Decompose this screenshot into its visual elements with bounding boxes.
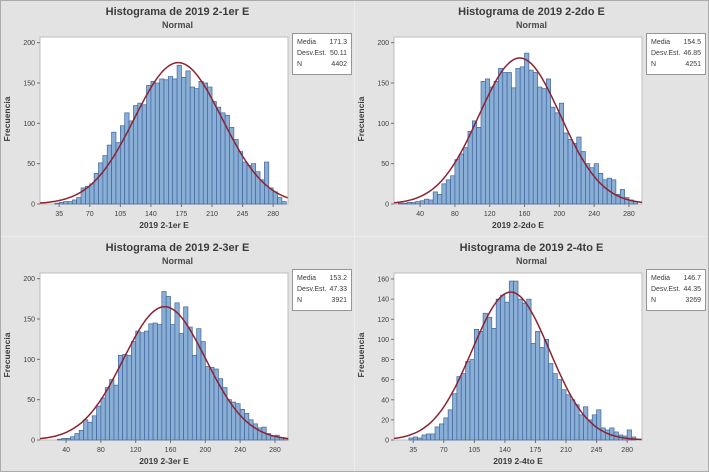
svg-text:200: 200: [377, 40, 389, 47]
x-axis-label: 2019 2-1er E: [139, 220, 189, 230]
svg-text:200: 200: [199, 447, 211, 454]
svg-text:245: 245: [237, 211, 249, 218]
svg-text:0: 0: [31, 438, 35, 445]
svg-text:100: 100: [23, 121, 35, 128]
svg-text:160: 160: [165, 447, 177, 454]
stat-row-desvest: Desv.Est. 46.85: [651, 50, 701, 58]
histogram-panel-4to: Histograma de 2019 2-4to E Normal Frecue…: [355, 237, 708, 471]
svg-text:80: 80: [451, 211, 459, 218]
svg-text:140: 140: [145, 211, 157, 218]
chart-title: Histograma de 2019 2-3er E: [105, 242, 250, 254]
svg-text:70: 70: [440, 447, 448, 454]
svg-text:105: 105: [114, 211, 126, 218]
histogram-panel-2do: Histograma de 2019 2-2do E Normal Frecue…: [355, 1, 708, 236]
svg-text:60: 60: [381, 377, 389, 384]
svg-text:0: 0: [385, 202, 389, 209]
histogram-plot: 35 70 105 140 175 210 245 280 0 20 40 60 80 100 120 140…: [377, 272, 643, 454]
stat-row-media: Media 154.5: [651, 39, 701, 46]
stats-legend: Media 154.5 Desv.Est. 46.85 N 4251: [646, 33, 706, 75]
svg-text:245: 245: [591, 447, 603, 454]
svg-text:50: 50: [27, 397, 35, 404]
svg-text:40: 40: [381, 397, 389, 404]
svg-text:70: 70: [86, 211, 94, 218]
svg-text:120: 120: [484, 211, 496, 218]
x-axis-label: 2019 2-4to E: [493, 456, 543, 466]
stat-row-desvest: Desv.Est. 47.33: [297, 286, 347, 294]
histogram-plot: 40 80 120 160 200 240 280 0 50 100 150 200: [23, 272, 289, 454]
svg-text:40: 40: [62, 447, 70, 454]
svg-text:280: 280: [621, 447, 633, 454]
svg-text:240: 240: [588, 211, 600, 218]
stat-row-media: Media 146.7: [651, 275, 701, 282]
histogram-panel-1er: Histograma de 2019 2-1er E Normal Frecue…: [1, 1, 354, 236]
svg-text:240: 240: [234, 447, 246, 454]
chart-subtitle: Normal: [161, 256, 193, 266]
svg-text:120: 120: [130, 447, 142, 454]
chart-subtitle: Normal: [161, 20, 193, 30]
svg-text:200: 200: [553, 211, 565, 218]
svg-text:80: 80: [381, 357, 389, 364]
svg-text:150: 150: [377, 80, 389, 87]
svg-text:50: 50: [381, 161, 389, 168]
svg-text:140: 140: [377, 297, 389, 304]
svg-text:210: 210: [206, 211, 218, 218]
x-axis-label: 2019 2-3er E: [139, 456, 189, 466]
svg-text:200: 200: [23, 276, 35, 283]
stat-row-n: N 3921: [297, 297, 347, 305]
svg-text:100: 100: [23, 357, 35, 364]
svg-text:35: 35: [55, 211, 63, 218]
svg-text:80: 80: [97, 447, 105, 454]
chart-subtitle: Normal: [515, 256, 547, 266]
svg-text:140: 140: [499, 447, 511, 454]
histogram-plot: 40 80 120 160 200 240 280 0 50 100 150 200: [377, 36, 643, 218]
svg-text:35: 35: [409, 447, 417, 454]
svg-text:280: 280: [623, 211, 635, 218]
svg-text:175: 175: [530, 447, 542, 454]
histogram-panel-3er: Histograma de 2019 2-3er E Normal Frecue…: [1, 237, 354, 471]
svg-text:280: 280: [269, 447, 281, 454]
svg-text:150: 150: [23, 316, 35, 323]
svg-text:210: 210: [560, 447, 572, 454]
histogram-plot: 35 70 105 140 175 210 245 280 0 50 100 150 200: [23, 36, 289, 218]
stats-legend: Media 153.2 Desv.Est. 47.33 N 3921: [292, 269, 352, 311]
svg-text:120: 120: [377, 317, 389, 324]
svg-text:0: 0: [31, 202, 35, 209]
svg-text:40: 40: [416, 211, 424, 218]
stat-row-desvest: Desv.Est. 50.11: [297, 50, 347, 58]
stat-row-media: Media 153.2: [297, 275, 347, 282]
svg-text:105: 105: [468, 447, 480, 454]
svg-text:100: 100: [377, 337, 389, 344]
chart-title: Histograma de 2019 2-1er E: [105, 6, 250, 18]
svg-text:150: 150: [23, 80, 35, 87]
stat-row-media: Media 171.3: [297, 39, 347, 46]
svg-text:160: 160: [377, 277, 389, 284]
x-axis-label: 2019 2-2do E: [492, 220, 544, 230]
svg-text:0: 0: [385, 438, 389, 445]
svg-text:200: 200: [23, 40, 35, 47]
stats-legend: Media 146.7 Desv.Est. 44.35 N 3269: [646, 269, 706, 311]
svg-text:160: 160: [519, 211, 531, 218]
stat-row-n: N 4402: [297, 61, 347, 69]
svg-text:100: 100: [377, 121, 389, 128]
stats-legend: Media 171.3 Desv.Est. 50.11 N 4402: [292, 33, 352, 75]
svg-text:280: 280: [267, 211, 279, 218]
svg-text:175: 175: [176, 211, 188, 218]
svg-text:20: 20: [381, 417, 389, 424]
chart-title: Histograma de 2019 2-2do E: [458, 6, 605, 18]
svg-text:50: 50: [27, 161, 35, 168]
stat-row-desvest: Desv.Est. 44.35: [651, 286, 701, 294]
stat-row-n: N 4251: [651, 61, 701, 69]
chart-subtitle: Normal: [515, 20, 547, 30]
stat-row-n: N 3269: [651, 297, 701, 305]
chart-title: Histograma de 2019 2-4to E: [459, 242, 604, 254]
